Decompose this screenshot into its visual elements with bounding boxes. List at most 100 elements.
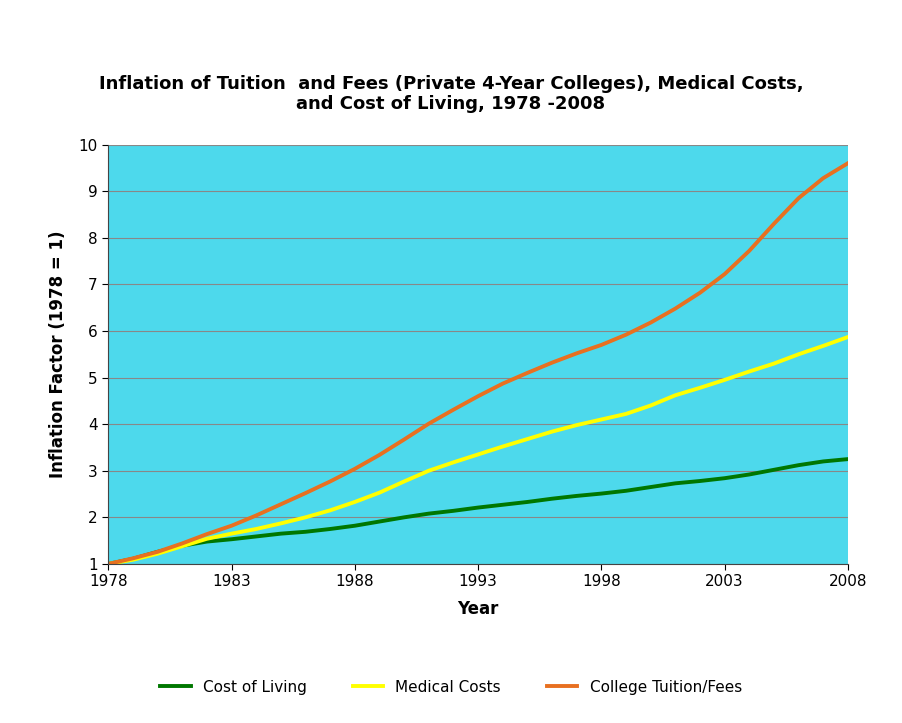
X-axis label: Year: Year bbox=[457, 601, 499, 618]
Y-axis label: Inflation Factor (1978 = 1): Inflation Factor (1978 = 1) bbox=[50, 231, 68, 478]
College Tuition/Fees bbox=[645, 318, 656, 327]
College Tuition/Fees bbox=[226, 521, 237, 530]
College Tuition/Fees bbox=[325, 477, 336, 486]
Cost of Living bbox=[842, 455, 853, 463]
Cost of Living bbox=[719, 474, 730, 482]
College Tuition/Fees bbox=[423, 419, 434, 428]
College Tuition/Fees bbox=[793, 194, 804, 202]
Cost of Living bbox=[818, 457, 829, 466]
Medical Costs bbox=[596, 415, 607, 424]
College Tuition/Fees bbox=[842, 159, 853, 168]
College Tuition/Fees bbox=[695, 288, 705, 297]
Medical Costs bbox=[769, 359, 779, 368]
Cost of Living bbox=[670, 479, 681, 488]
Medical Costs bbox=[793, 350, 804, 359]
College Tuition/Fees bbox=[769, 220, 779, 228]
Medical Costs bbox=[226, 529, 237, 538]
College Tuition/Fees bbox=[522, 369, 533, 377]
College Tuition/Fees bbox=[621, 330, 631, 339]
Cost of Living bbox=[251, 532, 262, 541]
College Tuition/Fees bbox=[497, 380, 508, 388]
Medical Costs bbox=[423, 466, 434, 475]
College Tuition/Fees bbox=[473, 392, 483, 401]
College Tuition/Fees bbox=[300, 489, 311, 497]
Medical Costs bbox=[497, 442, 508, 451]
College Tuition/Fees bbox=[448, 406, 459, 414]
Cost of Living bbox=[473, 503, 483, 512]
College Tuition/Fees bbox=[103, 560, 114, 568]
College Tuition/Fees bbox=[152, 547, 163, 556]
College Tuition/Fees bbox=[571, 349, 582, 358]
Medical Costs bbox=[818, 341, 829, 350]
Cost of Living bbox=[103, 560, 114, 568]
Medical Costs bbox=[201, 534, 212, 543]
Cost of Living bbox=[596, 489, 607, 498]
Medical Costs bbox=[325, 506, 336, 515]
Medical Costs bbox=[448, 458, 459, 467]
Medical Costs bbox=[670, 391, 681, 400]
Cost of Living bbox=[769, 466, 779, 474]
Text: Inflation of Tuition  and Fees (Private 4-Year Colleges), Medical Costs,
and Cos: Inflation of Tuition and Fees (Private 4… bbox=[98, 74, 804, 114]
Medical Costs bbox=[522, 435, 533, 443]
Cost of Living bbox=[152, 547, 163, 556]
Medical Costs bbox=[275, 519, 286, 528]
College Tuition/Fees bbox=[744, 247, 755, 255]
Cost of Living bbox=[399, 513, 410, 522]
Cost of Living bbox=[793, 461, 804, 469]
Line: Medical Costs: Medical Costs bbox=[108, 337, 848, 564]
Cost of Living bbox=[177, 542, 188, 550]
College Tuition/Fees bbox=[349, 465, 360, 474]
Medical Costs bbox=[695, 383, 705, 392]
College Tuition/Fees bbox=[670, 304, 681, 313]
Cost of Living bbox=[547, 495, 557, 503]
Cost of Living bbox=[423, 509, 434, 518]
College Tuition/Fees bbox=[374, 450, 385, 459]
Medical Costs bbox=[177, 542, 188, 551]
College Tuition/Fees bbox=[719, 270, 730, 278]
Medical Costs bbox=[645, 401, 656, 410]
College Tuition/Fees bbox=[177, 539, 188, 548]
Medical Costs bbox=[621, 409, 631, 418]
Medical Costs bbox=[719, 375, 730, 384]
Cost of Living bbox=[571, 492, 582, 500]
Cost of Living bbox=[275, 529, 286, 538]
College Tuition/Fees bbox=[201, 530, 212, 539]
Medical Costs bbox=[842, 333, 853, 341]
Legend: Cost of Living, Medical Costs, College Tuition/Fees: Cost of Living, Medical Costs, College T… bbox=[154, 674, 748, 701]
Medical Costs bbox=[547, 427, 557, 436]
Medical Costs bbox=[571, 421, 582, 429]
Cost of Living bbox=[497, 500, 508, 509]
Medical Costs bbox=[349, 497, 360, 506]
Cost of Living bbox=[349, 521, 360, 530]
Line: Cost of Living: Cost of Living bbox=[108, 459, 848, 564]
Medical Costs bbox=[744, 367, 755, 376]
Medical Costs bbox=[127, 555, 138, 564]
College Tuition/Fees bbox=[275, 500, 286, 509]
Cost of Living bbox=[645, 483, 656, 492]
Cost of Living bbox=[522, 497, 533, 506]
Cost of Living bbox=[127, 555, 138, 563]
Cost of Living bbox=[325, 525, 336, 534]
Cost of Living bbox=[374, 517, 385, 526]
Medical Costs bbox=[399, 477, 410, 486]
Cost of Living bbox=[226, 535, 237, 544]
Cost of Living bbox=[448, 507, 459, 515]
Medical Costs bbox=[374, 488, 385, 497]
College Tuition/Fees bbox=[596, 341, 607, 349]
Cost of Living bbox=[744, 470, 755, 479]
Cost of Living bbox=[300, 528, 311, 536]
Medical Costs bbox=[473, 450, 483, 459]
Medical Costs bbox=[103, 560, 114, 568]
Medical Costs bbox=[251, 525, 262, 534]
College Tuition/Fees bbox=[547, 359, 557, 367]
College Tuition/Fees bbox=[251, 511, 262, 520]
College Tuition/Fees bbox=[127, 554, 138, 562]
Medical Costs bbox=[300, 513, 311, 522]
Cost of Living bbox=[621, 487, 631, 495]
College Tuition/Fees bbox=[818, 174, 829, 182]
Cost of Living bbox=[201, 537, 212, 546]
Cost of Living bbox=[695, 476, 705, 485]
Line: College Tuition/Fees: College Tuition/Fees bbox=[108, 163, 848, 564]
College Tuition/Fees bbox=[399, 435, 410, 444]
Medical Costs bbox=[152, 549, 163, 558]
